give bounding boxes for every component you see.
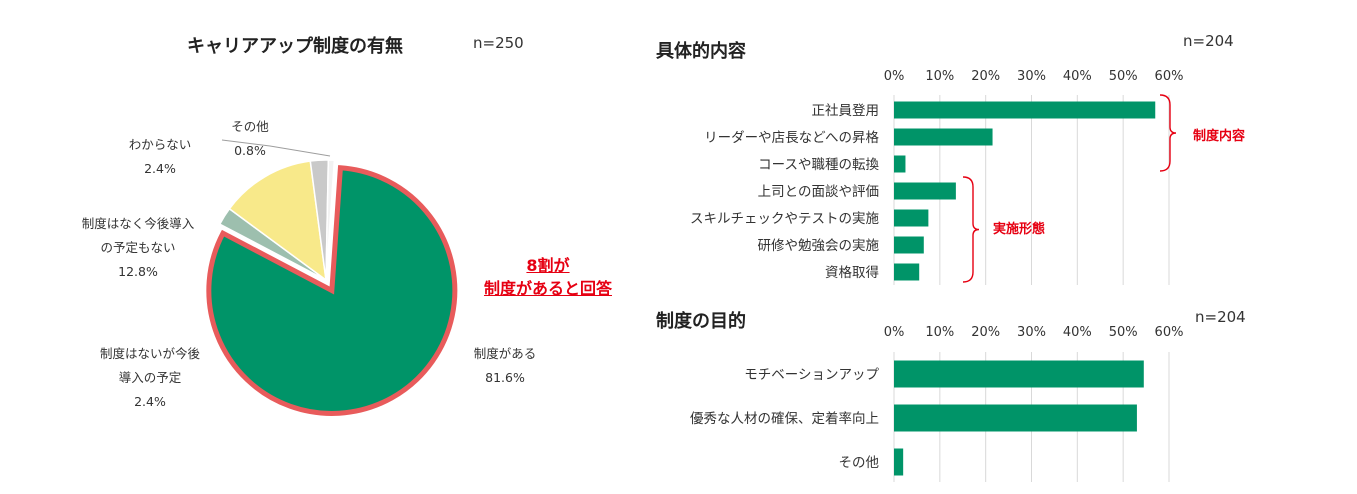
group-label: 実施形態 [993, 221, 1045, 237]
bar [894, 263, 920, 281]
pie-slice [325, 159, 336, 281]
category-label: 優秀な人材の確保、定着率向上 [690, 410, 879, 427]
pie-label-line: その他 [231, 119, 269, 134]
pie-label-planned: 制度はないが今後 導入の予定 2.4% [70, 342, 230, 414]
x-tick-label: 40% [1063, 69, 1092, 84]
category-label: 研修や勉強会の実施 [758, 238, 880, 254]
pie-slice [206, 165, 458, 416]
pie-callout-line: 制度があると回答 [483, 279, 612, 298]
pie-leader-line [221, 139, 331, 157]
bar [894, 128, 993, 146]
pie-label-line: の予定もない [100, 240, 176, 255]
category-label: モチベーションアップ [744, 367, 879, 383]
category-label: 資格取得 [825, 264, 879, 281]
x-tick-label: 30% [1017, 325, 1046, 340]
group-bracket [962, 176, 980, 283]
content-title: 具体的内容 [656, 41, 746, 62]
x-tick-label: 60% [1155, 69, 1184, 84]
pie-callout-line: 8割が [526, 256, 570, 275]
bar [894, 236, 924, 254]
bar [894, 101, 1156, 119]
x-tick-label: 20% [971, 69, 1000, 84]
bar [894, 360, 1144, 388]
pie-label-unknown: わからない 2.4% [100, 133, 220, 181]
x-tick-label: 40% [1063, 325, 1092, 340]
category-label: リーダーや店長などへの昇格 [704, 130, 879, 146]
pie-callout: 8割が 制度があると回答 [463, 254, 633, 300]
content-n-label: n=204 [1183, 32, 1234, 50]
pie-label-line: 制度はなく今後導入 [81, 216, 195, 231]
bar [894, 448, 904, 476]
category-label: コースや職種の転換 [758, 157, 879, 173]
pie-label-line: 導入の予定 [118, 370, 182, 385]
pie-label-line: 制度がある [473, 346, 537, 361]
pie-chart [206, 139, 458, 416]
bar [894, 182, 956, 200]
group-label: 制度内容 [1193, 128, 1245, 144]
purpose-n-label: n=204 [1195, 308, 1246, 326]
pie-title: キャリアアップ制度の有無 [187, 36, 403, 57]
pie-label-no-plan: 制度はなく今後導入 の予定もない 12.8% [58, 212, 218, 284]
category-label: 上司との面談や評価 [758, 184, 879, 200]
x-tick-label: 20% [971, 325, 1000, 340]
bar [894, 404, 1137, 432]
x-tick-label: 60% [1155, 325, 1184, 340]
bar [894, 155, 906, 173]
pie-n-label: n=250 [473, 34, 524, 52]
x-tick-label: 0% [884, 69, 905, 84]
purpose-title: 制度の目的 [656, 311, 746, 332]
x-tick-label: 10% [925, 325, 954, 340]
category-label: その他 [839, 455, 880, 471]
category-label: 正社員登用 [812, 103, 880, 119]
x-tick-label: 0% [884, 325, 905, 340]
pie-slice [228, 160, 327, 282]
category-label: スキルチェックやテストの実施 [690, 211, 879, 227]
x-tick-label: 50% [1109, 69, 1138, 84]
pie-label-line: 2.4% [144, 161, 176, 176]
x-tick-label: 10% [925, 69, 954, 84]
x-tick-label: 30% [1017, 69, 1046, 84]
bar [894, 209, 929, 227]
pie-label-line: 制度はないが今後 [99, 346, 200, 361]
pie-label-line: わからない [128, 137, 192, 152]
pie-label-line: 81.6% [485, 370, 525, 385]
group-bracket [1159, 94, 1177, 172]
x-tick-label: 50% [1109, 325, 1138, 340]
pie-label-yes: 制度がある 81.6% [450, 342, 560, 390]
pie-label-line: 12.8% [118, 264, 158, 279]
pie-label-other: その他 0.8% [200, 115, 300, 163]
pie-label-line: 0.8% [234, 143, 266, 158]
pie-label-line: 2.4% [134, 394, 166, 409]
